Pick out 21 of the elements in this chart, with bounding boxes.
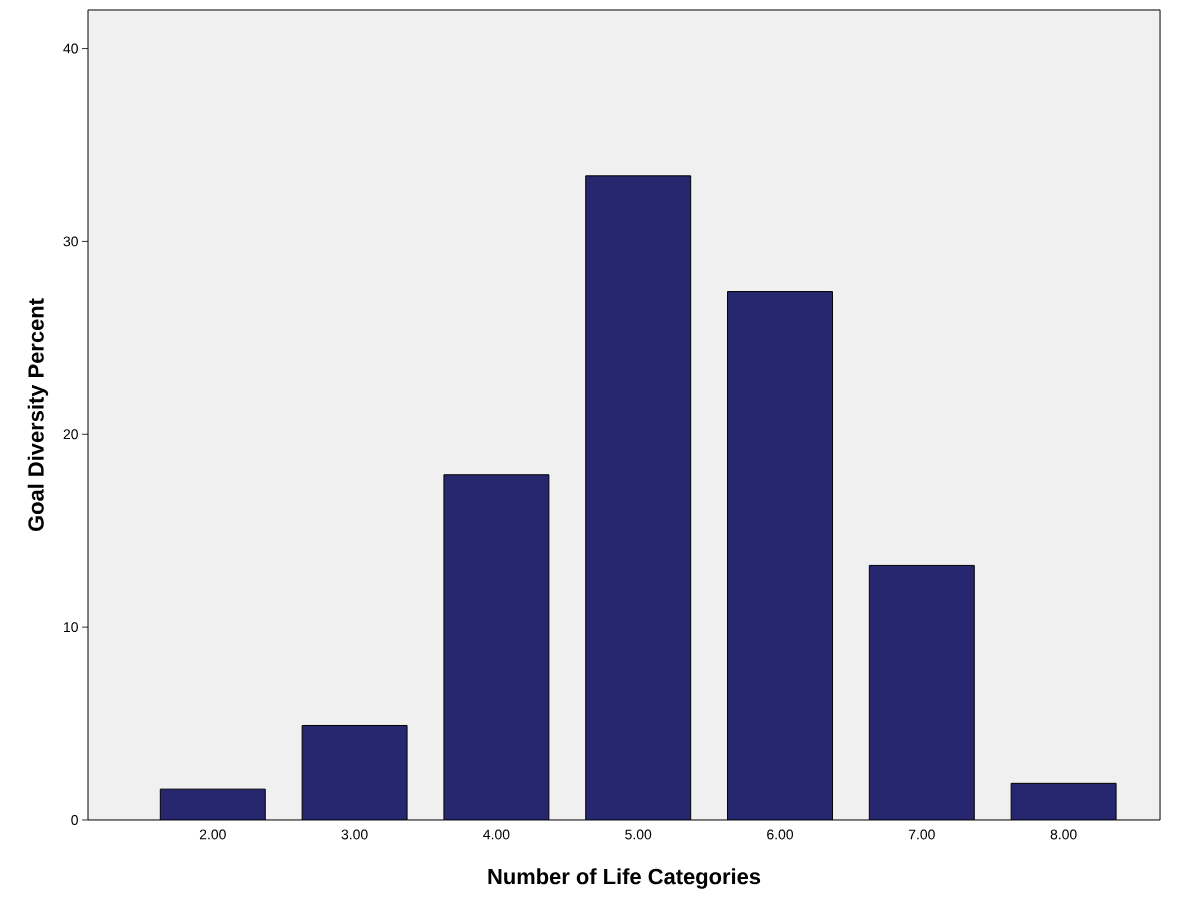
bar — [443, 474, 550, 820]
x-axis-title: Number of Life Categories — [488, 868, 761, 889]
x-tick-label: 3.00 — [341, 829, 368, 840]
x-tick-label: 4.00 — [483, 829, 510, 840]
y-axis-title: Goal Diversity Percent — [27, 298, 49, 532]
x-tick-label: 2.00 — [199, 829, 226, 840]
bar — [159, 788, 266, 820]
y-tick-label: 0 — [71, 815, 78, 825]
y-tick-label: 40 — [63, 43, 78, 54]
bar — [301, 724, 408, 820]
y-tick-label: 30 — [63, 236, 78, 247]
y-tick-label: 10 — [64, 622, 78, 633]
bar — [868, 564, 975, 820]
bar — [1010, 782, 1117, 820]
bar — [727, 291, 833, 820]
x-tick-label: 5.00 — [625, 829, 652, 840]
x-tick-label: 6.00 — [767, 829, 794, 840]
bar — [585, 175, 692, 820]
x-tick-label: 8.00 — [1050, 829, 1077, 840]
x-tick-label: 7.00 — [908, 829, 935, 840]
y-tick-label: 20 — [63, 429, 78, 440]
